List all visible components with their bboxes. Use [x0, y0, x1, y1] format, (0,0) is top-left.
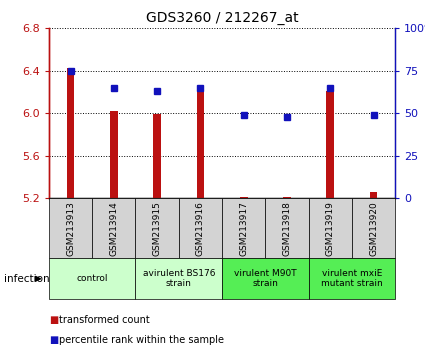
Bar: [179, 198, 222, 258]
Bar: [309, 258, 395, 299]
Text: GSM213919: GSM213919: [326, 201, 335, 256]
Bar: [370, 192, 377, 198]
Title: GDS3260 / 212267_at: GDS3260 / 212267_at: [146, 11, 298, 24]
Bar: [309, 198, 352, 258]
Text: infection: infection: [4, 274, 50, 284]
Text: virulent mxiE
mutant strain: virulent mxiE mutant strain: [321, 269, 383, 289]
Bar: [67, 68, 74, 198]
Bar: [110, 111, 118, 198]
Bar: [352, 198, 395, 258]
Text: GSM213917: GSM213917: [239, 201, 248, 256]
Bar: [136, 198, 179, 258]
Text: ■: ■: [49, 335, 58, 345]
Bar: [222, 258, 309, 299]
Text: percentile rank within the sample: percentile rank within the sample: [59, 335, 224, 345]
Bar: [240, 197, 248, 198]
Text: virulent M90T
strain: virulent M90T strain: [234, 269, 297, 289]
Text: GSM213920: GSM213920: [369, 201, 378, 256]
Bar: [283, 197, 291, 198]
Text: GSM213914: GSM213914: [109, 201, 118, 256]
Text: GSM213918: GSM213918: [283, 201, 292, 256]
Text: GSM213913: GSM213913: [66, 201, 75, 256]
Text: avirulent BS176
strain: avirulent BS176 strain: [142, 269, 215, 289]
Bar: [153, 114, 161, 198]
Bar: [196, 90, 204, 198]
Text: GSM213915: GSM213915: [153, 201, 162, 256]
Text: transformed count: transformed count: [59, 315, 150, 325]
Bar: [49, 258, 136, 299]
Bar: [326, 91, 334, 198]
Bar: [136, 258, 222, 299]
Text: control: control: [76, 274, 108, 283]
Bar: [92, 198, 136, 258]
Bar: [265, 198, 309, 258]
Bar: [222, 198, 265, 258]
Bar: [49, 198, 92, 258]
Text: ■: ■: [49, 315, 58, 325]
Text: GSM213916: GSM213916: [196, 201, 205, 256]
